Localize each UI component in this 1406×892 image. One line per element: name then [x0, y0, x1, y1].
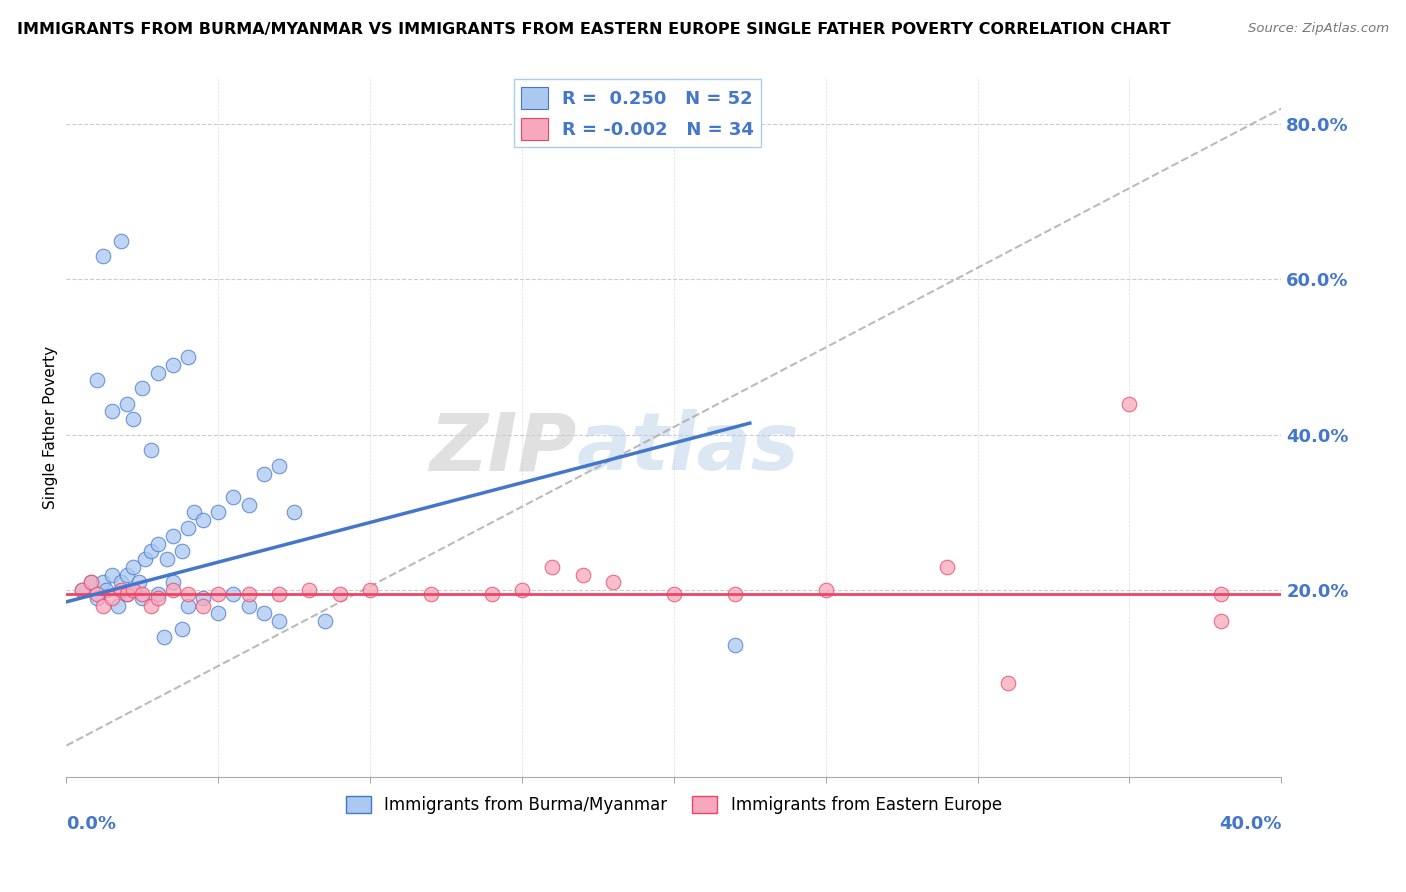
Point: [91, 575, 114, 590]
Point: [359, 583, 381, 598]
Point: [724, 587, 747, 601]
Point: [80, 575, 103, 590]
Point: [131, 381, 153, 395]
Point: [283, 506, 305, 520]
Point: [814, 583, 837, 598]
Point: [510, 583, 533, 598]
Point: [122, 583, 145, 598]
Point: [571, 567, 593, 582]
Point: [70, 583, 93, 598]
Point: [191, 513, 214, 527]
Point: [91, 599, 114, 613]
Point: [222, 490, 245, 504]
Point: [162, 358, 184, 372]
Point: [141, 599, 163, 613]
Point: [481, 587, 503, 601]
Text: atlas: atlas: [576, 409, 800, 487]
Point: [134, 552, 156, 566]
Point: [936, 560, 959, 574]
Point: [207, 607, 229, 621]
Point: [267, 458, 290, 473]
Point: [1118, 397, 1140, 411]
Point: [177, 521, 200, 535]
Point: [238, 599, 260, 613]
Point: [86, 591, 108, 605]
Point: [141, 544, 163, 558]
Legend: Immigrants from Burma/Myanmar, Immigrants from Eastern Europe: Immigrants from Burma/Myanmar, Immigrant…: [339, 789, 1008, 821]
Point: [101, 591, 124, 605]
Point: [162, 583, 184, 598]
Point: [115, 587, 138, 601]
Point: [602, 575, 624, 590]
Point: [146, 587, 169, 601]
Point: [115, 567, 138, 582]
Point: [267, 587, 290, 601]
Point: [101, 404, 124, 418]
Point: [207, 587, 229, 601]
Point: [997, 676, 1019, 690]
Point: [146, 366, 169, 380]
Point: [146, 536, 169, 550]
Point: [122, 412, 145, 426]
Point: [146, 591, 169, 605]
Point: [110, 234, 132, 248]
Point: [419, 587, 441, 601]
Point: [80, 575, 103, 590]
Point: [177, 599, 200, 613]
Point: [101, 567, 124, 582]
Point: [162, 529, 184, 543]
Text: 40.0%: 40.0%: [1219, 815, 1281, 833]
Point: [152, 630, 174, 644]
Point: [110, 583, 132, 598]
Point: [177, 350, 200, 364]
Point: [162, 575, 184, 590]
Point: [329, 587, 352, 601]
Point: [183, 506, 205, 520]
Point: [267, 614, 290, 628]
Point: [207, 506, 229, 520]
Text: Source: ZipAtlas.com: Source: ZipAtlas.com: [1249, 22, 1389, 36]
Point: [115, 397, 138, 411]
Y-axis label: Single Father Poverty: Single Father Poverty: [44, 345, 58, 508]
Point: [191, 599, 214, 613]
Point: [86, 373, 108, 387]
Point: [724, 638, 747, 652]
Point: [170, 544, 193, 558]
Point: [110, 575, 132, 590]
Text: ZIP: ZIP: [429, 409, 576, 487]
Point: [238, 587, 260, 601]
Text: IMMIGRANTS FROM BURMA/MYANMAR VS IMMIGRANTS FROM EASTERN EUROPE SINGLE FATHER PO: IMMIGRANTS FROM BURMA/MYANMAR VS IMMIGRA…: [17, 22, 1171, 37]
Point: [541, 560, 564, 574]
Point: [122, 560, 145, 574]
Point: [314, 614, 336, 628]
Point: [128, 575, 150, 590]
Point: [86, 587, 108, 601]
Point: [1209, 587, 1232, 601]
Point: [1209, 614, 1232, 628]
Point: [222, 587, 245, 601]
Point: [131, 591, 153, 605]
Point: [191, 591, 214, 605]
Point: [298, 583, 321, 598]
Point: [170, 622, 193, 636]
Point: [177, 587, 200, 601]
Point: [141, 443, 163, 458]
Point: [253, 607, 276, 621]
Point: [253, 467, 276, 481]
Point: [115, 587, 138, 601]
Point: [238, 498, 260, 512]
Point: [94, 583, 117, 598]
Point: [91, 249, 114, 263]
Point: [107, 599, 129, 613]
Point: [70, 583, 93, 598]
Point: [156, 552, 179, 566]
Point: [131, 587, 153, 601]
Text: 0.0%: 0.0%: [66, 815, 117, 833]
Point: [662, 587, 685, 601]
